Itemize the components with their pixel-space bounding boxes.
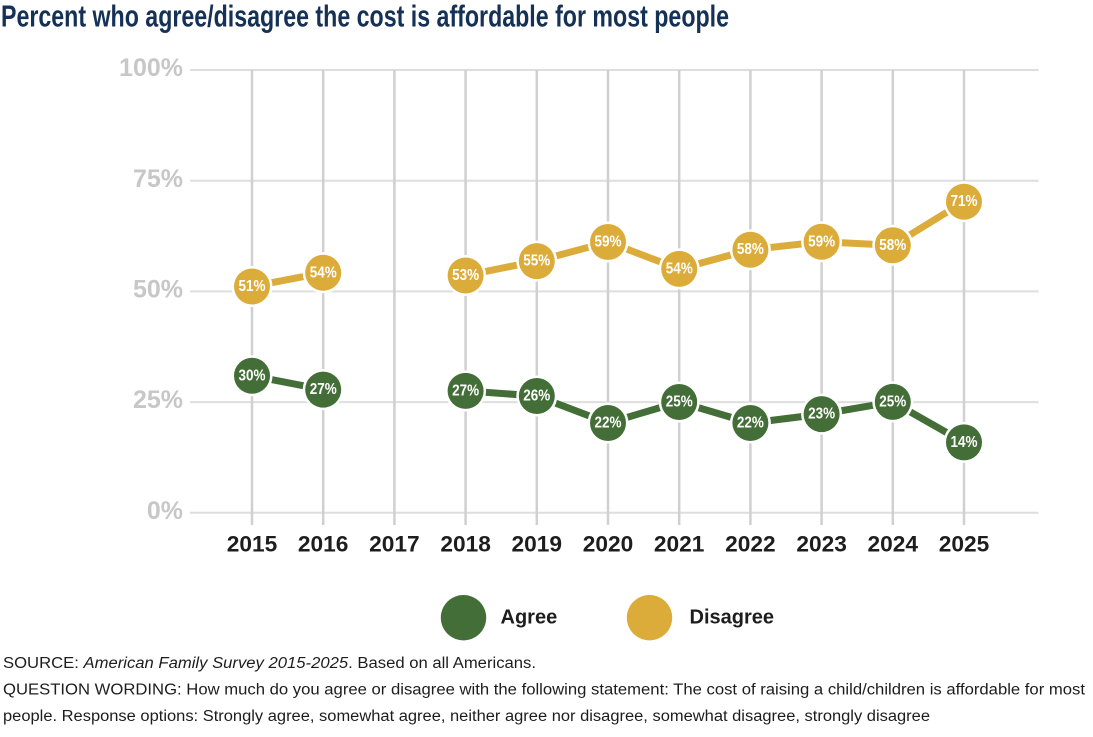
svg-text:14%: 14% xyxy=(951,434,978,451)
svg-text:SOURCE: American Family Survey: SOURCE: American Family Survey 2015-2025… xyxy=(3,655,536,672)
svg-text:2017: 2017 xyxy=(369,532,420,557)
svg-text:2018: 2018 xyxy=(440,532,491,557)
svg-text:51%: 51% xyxy=(239,278,266,295)
svg-text:2024: 2024 xyxy=(868,532,919,557)
svg-text:30%: 30% xyxy=(239,367,266,384)
svg-text:2020: 2020 xyxy=(583,532,634,557)
svg-text:QUESTION WORDING: How much do: QUESTION WORDING: How much do you agree … xyxy=(3,682,1086,699)
svg-text:25%: 25% xyxy=(133,386,183,414)
svg-text:59%: 59% xyxy=(595,234,622,251)
svg-text:2023: 2023 xyxy=(796,532,847,557)
svg-text:Agree: Agree xyxy=(501,607,558,629)
svg-text:59%: 59% xyxy=(808,233,835,250)
svg-text:54%: 54% xyxy=(310,264,337,281)
svg-text:22%: 22% xyxy=(737,415,764,432)
svg-text:23%: 23% xyxy=(808,406,835,423)
svg-text:2021: 2021 xyxy=(654,532,705,557)
svg-text:58%: 58% xyxy=(737,241,764,258)
svg-text:27%: 27% xyxy=(452,382,479,399)
svg-text:people. Response options: Stro: people. Response options: Strongly agree… xyxy=(3,708,930,725)
svg-text:54%: 54% xyxy=(666,260,693,277)
svg-text:Disagree: Disagree xyxy=(690,607,775,629)
svg-text:58%: 58% xyxy=(879,237,906,254)
svg-text:Percent who agree/disagree the: Percent who agree/disagree the cost is a… xyxy=(1,0,729,34)
svg-text:22%: 22% xyxy=(595,415,622,432)
svg-text:2016: 2016 xyxy=(298,532,349,557)
svg-text:27%: 27% xyxy=(310,381,337,398)
svg-text:55%: 55% xyxy=(523,253,550,270)
svg-text:2019: 2019 xyxy=(512,532,563,557)
svg-text:75%: 75% xyxy=(133,165,183,193)
svg-text:25%: 25% xyxy=(879,393,906,410)
svg-text:71%: 71% xyxy=(951,193,978,210)
svg-text:2022: 2022 xyxy=(725,532,776,557)
svg-text:50%: 50% xyxy=(133,276,183,304)
svg-text:25%: 25% xyxy=(666,394,693,411)
svg-text:26%: 26% xyxy=(523,388,550,405)
svg-text:2025: 2025 xyxy=(939,532,990,557)
svg-text:2015: 2015 xyxy=(227,532,278,557)
svg-text:100%: 100% xyxy=(119,54,183,82)
svg-text:0%: 0% xyxy=(147,497,183,525)
svg-text:53%: 53% xyxy=(452,267,479,284)
